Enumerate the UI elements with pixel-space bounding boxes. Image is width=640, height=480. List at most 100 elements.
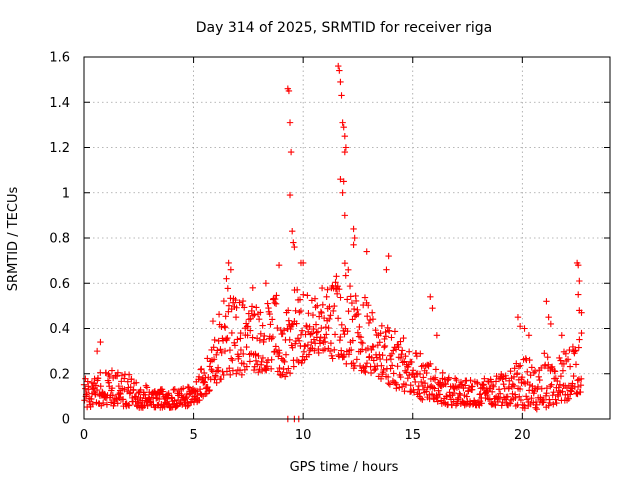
data-point [231, 342, 239, 349]
data-point [125, 402, 133, 409]
data-point [428, 382, 435, 390]
data-point [387, 365, 394, 372]
data-point [356, 362, 364, 370]
data-point [551, 368, 559, 375]
data-point [361, 367, 368, 375]
data-point [198, 391, 205, 398]
data-point [516, 385, 524, 393]
data-point [196, 396, 203, 404]
data-point [327, 312, 334, 319]
data-point [241, 304, 248, 311]
data-point [321, 334, 328, 342]
data-point [514, 369, 521, 377]
data-point [89, 384, 96, 391]
data-point [532, 404, 539, 411]
data-point [340, 353, 348, 361]
data-point [315, 313, 323, 320]
data-point [231, 339, 238, 346]
data-point [362, 368, 369, 376]
data-point [97, 383, 104, 390]
data-point [262, 280, 270, 287]
axis-ticks [83, 56, 610, 420]
data-point [268, 356, 275, 363]
data-point [97, 338, 104, 346]
data-point [280, 365, 287, 373]
data-point [371, 366, 378, 374]
data-point [568, 388, 575, 395]
data-point [226, 364, 233, 372]
data-point [124, 378, 131, 385]
data-point [436, 391, 444, 398]
data-point [518, 373, 526, 381]
data-point [490, 401, 498, 408]
data-point [263, 367, 270, 374]
data-point [225, 302, 233, 309]
data-point [297, 307, 305, 315]
data-point [341, 132, 349, 140]
data-point [81, 397, 88, 404]
data-point [286, 191, 294, 199]
data-point [386, 381, 394, 388]
data-point [431, 385, 438, 392]
data-point [258, 358, 265, 365]
data-point [93, 386, 101, 394]
data-point [240, 350, 247, 358]
data-point [259, 354, 267, 362]
data-point [333, 273, 340, 280]
data-point [554, 377, 561, 385]
data-point [541, 350, 548, 357]
data-point [335, 62, 342, 70]
data-point [184, 383, 192, 391]
data-point [500, 381, 507, 388]
data-point [269, 333, 277, 341]
data-point [311, 295, 319, 302]
data-point [289, 344, 296, 351]
data-point [432, 366, 440, 373]
data-point [575, 291, 582, 298]
data-point [228, 329, 236, 337]
data-point [252, 357, 260, 365]
data-point [275, 353, 282, 360]
data-point [530, 399, 537, 406]
data-point [368, 309, 376, 316]
data-point [309, 311, 317, 319]
data-point [248, 303, 256, 310]
data-point [295, 358, 302, 366]
data-point [442, 381, 449, 388]
data-point [479, 382, 487, 389]
data-point [517, 396, 525, 404]
data-point [237, 329, 244, 337]
data-point [408, 358, 415, 366]
data-point [575, 344, 582, 351]
data-point [327, 339, 335, 347]
data-point [197, 366, 204, 373]
data-point [390, 370, 397, 377]
data-point [502, 375, 510, 382]
data-point [232, 296, 239, 304]
data-point [206, 363, 214, 370]
data-point [465, 387, 472, 394]
data-point [439, 369, 446, 376]
data-point [332, 279, 339, 286]
data-point [481, 375, 488, 382]
data-point [538, 364, 545, 372]
data-point [345, 307, 352, 315]
data-point [286, 119, 294, 126]
data-point [249, 284, 256, 291]
data-point [407, 381, 414, 389]
data-point [569, 380, 576, 387]
data-point [282, 351, 290, 358]
data-point [354, 306, 361, 314]
data-point [255, 316, 263, 323]
data-point [399, 347, 406, 354]
data-point [388, 334, 395, 341]
data-point [416, 370, 424, 378]
data-point [317, 308, 325, 316]
data-point [533, 406, 541, 413]
data-point [244, 323, 252, 330]
data-point [318, 324, 325, 332]
data-point [257, 330, 264, 338]
data-point [117, 390, 124, 398]
data-point [171, 385, 178, 393]
